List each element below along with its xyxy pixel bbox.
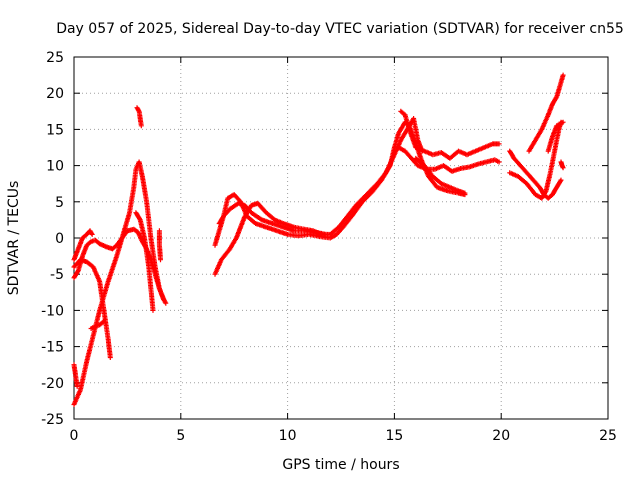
series-track-e — [133, 210, 156, 313]
grid — [74, 57, 608, 419]
plus-markers — [413, 155, 468, 196]
series-track-h — [134, 105, 144, 129]
series-track-m — [398, 108, 502, 161]
plus-markers — [507, 119, 564, 201]
x-axis-label: GPS time / hours — [282, 457, 399, 473]
series-track-c — [71, 257, 113, 360]
series-track-t — [558, 159, 566, 171]
plus-markers — [133, 210, 156, 313]
y-tick-label: 10 — [46, 159, 64, 175]
x-tick-labels: 0 5 10 15 20 25 — [70, 428, 617, 444]
plus-markers — [526, 72, 566, 154]
series-track-o — [413, 155, 468, 196]
y-tick-label: 5 — [55, 195, 64, 211]
series-track-q — [507, 119, 564, 201]
series-track-r — [526, 72, 566, 154]
plus-markers — [156, 228, 163, 263]
y-tick-label: -10 — [41, 303, 64, 319]
plus-markers — [398, 108, 502, 161]
plus-markers — [71, 228, 95, 263]
x-tick-label: 25 — [599, 428, 617, 444]
series-track-a — [71, 159, 169, 407]
plus-markers — [212, 116, 425, 277]
series-track-d — [71, 228, 95, 263]
y-tick-label: 20 — [46, 86, 64, 102]
plus-markers — [88, 318, 107, 331]
x-tick-label: 15 — [385, 428, 403, 444]
series-track-f — [88, 318, 107, 331]
chart-title: Day 057 of 2025, Sidereal Day-to-day VTE… — [56, 21, 624, 37]
data-marks — [71, 72, 566, 407]
series-track-l — [216, 200, 329, 237]
plus-markers — [71, 159, 169, 407]
y-tick-label: -25 — [41, 412, 64, 428]
y-tick-label: 0 — [55, 231, 64, 247]
plus-markers — [71, 257, 113, 360]
y-tick-label: -15 — [41, 340, 64, 356]
plus-markers — [545, 119, 566, 154]
y-tick-label: -5 — [50, 267, 64, 283]
x-tick-label: 20 — [492, 428, 510, 444]
x-tick-label: 0 — [70, 428, 79, 444]
y-tick-label: 15 — [46, 122, 64, 138]
series-track-i — [156, 228, 163, 263]
series-track-g — [71, 362, 80, 389]
x-tick-label: 10 — [279, 428, 297, 444]
y-axis-label: SDTVAR / TECUs — [6, 181, 22, 296]
x-tick-label: 5 — [176, 428, 185, 444]
y-tick-labels: -25 -20 -15 -10 -5 0 5 10 15 20 25 — [41, 50, 64, 428]
series-track-k — [212, 116, 425, 277]
plus-markers — [558, 159, 566, 171]
plus-markers — [216, 200, 329, 237]
y-tick-label: 25 — [46, 50, 64, 66]
series-track-s — [545, 119, 566, 154]
y-tick-label: -20 — [41, 376, 64, 392]
plus-markers — [71, 362, 80, 389]
plus-markers — [134, 105, 144, 129]
